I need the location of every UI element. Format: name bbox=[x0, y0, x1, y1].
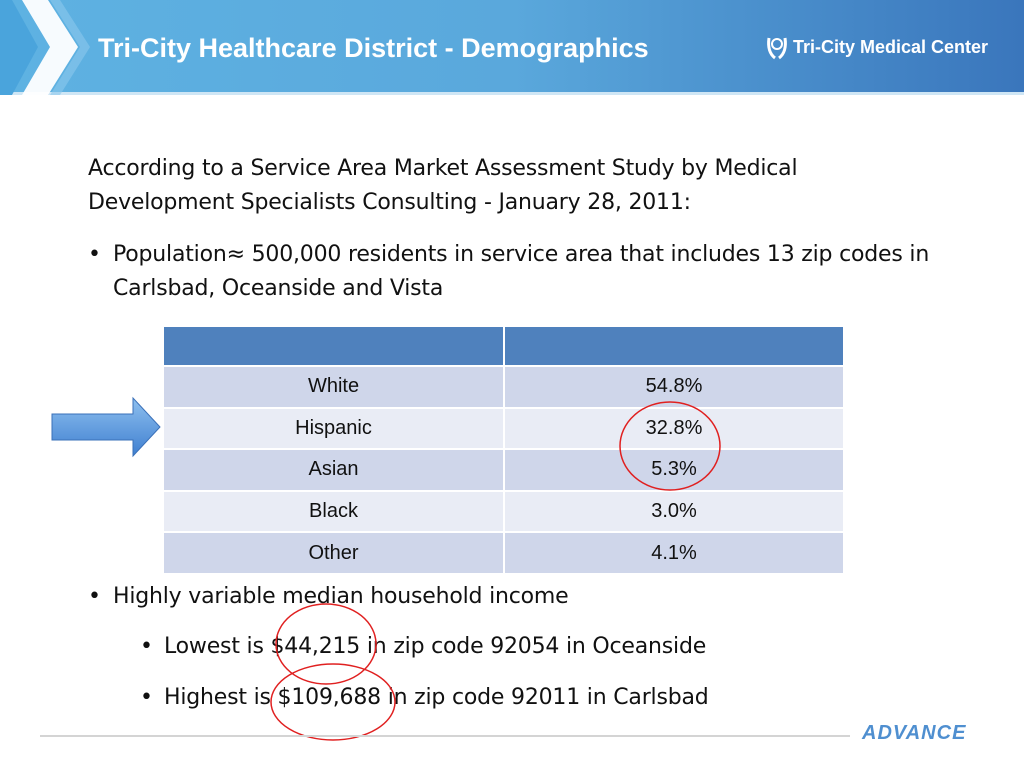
population-line-2: Carlsbad, Oceanside and Vista bbox=[113, 276, 444, 301]
percent-cell: 5.3% bbox=[503, 448, 845, 492]
table-header-row bbox=[162, 325, 845, 367]
ethnicity-cell: Hispanic bbox=[162, 406, 505, 451]
ethnicity-cell: Asian bbox=[162, 448, 505, 492]
table-row: Black 3.0% bbox=[162, 489, 845, 534]
bullet-icon: • bbox=[140, 634, 153, 659]
advance-logo: ADVANCE bbox=[862, 722, 967, 744]
table-row: Asian 5.3% bbox=[162, 448, 845, 492]
intro-line-2: Development Specialists Consulting - Jan… bbox=[88, 190, 691, 215]
header-cell bbox=[503, 325, 845, 367]
ethnicity-cell: White bbox=[162, 365, 505, 409]
chevron-decoration-icon bbox=[0, 0, 90, 95]
bullet-icon: • bbox=[140, 685, 153, 710]
population-line-1: Population≈ 500,000 residents in service… bbox=[113, 242, 930, 267]
percent-cell: 32.8% bbox=[503, 406, 845, 451]
tri-city-logo: Tri-City Medical Center bbox=[765, 34, 988, 60]
table-row: Hispanic 32.8% bbox=[162, 406, 845, 451]
logo-text: Tri-City Medical Center bbox=[793, 36, 989, 57]
lowest-income-bullet: Lowest is $44,215 in zip code 92054 in O… bbox=[164, 634, 707, 659]
header-cell bbox=[162, 325, 505, 367]
footer-divider bbox=[40, 735, 850, 737]
highest-income-bullet: Highest is $109,688 in zip code 92011 in… bbox=[164, 685, 709, 710]
percent-cell: 4.1% bbox=[503, 531, 845, 575]
demographics-table: White 54.8% Hispanic 32.8% Asian 5.3% Black… bbox=[162, 325, 845, 575]
percent-cell: 54.8% bbox=[503, 365, 845, 409]
income-bullet: Highly variable median household income bbox=[113, 584, 569, 609]
percent-cell: 3.0% bbox=[503, 489, 845, 534]
arrow-right-icon bbox=[51, 396, 161, 458]
table-row: Other 4.1% bbox=[162, 531, 845, 575]
slide-header: Tri-City Healthcare District - Demograph… bbox=[0, 0, 1024, 95]
table-row: White 54.8% bbox=[162, 365, 845, 409]
bullet-icon: • bbox=[88, 242, 101, 267]
bullet-icon: • bbox=[88, 584, 101, 609]
ethnicity-cell: Black bbox=[162, 489, 505, 534]
slide-title: Tri-City Healthcare District - Demograph… bbox=[98, 33, 649, 63]
ethnicity-cell: Other bbox=[162, 531, 505, 575]
hands-logo-icon bbox=[767, 37, 787, 60]
intro-line-1: According to a Service Area Market Asses… bbox=[88, 156, 798, 181]
